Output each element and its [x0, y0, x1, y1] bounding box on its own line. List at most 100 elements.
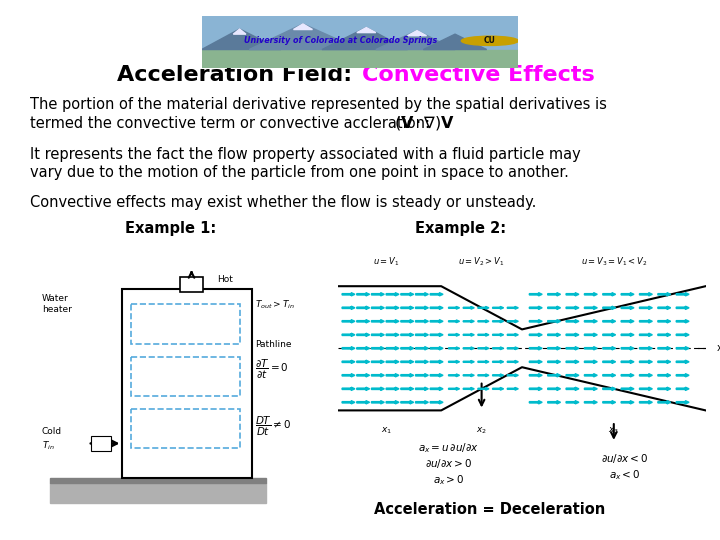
FancyArrow shape — [658, 374, 671, 377]
FancyArrow shape — [431, 387, 443, 390]
FancyArrow shape — [585, 374, 598, 377]
FancyArrow shape — [478, 347, 489, 350]
Bar — [122, 289, 252, 478]
Text: Example 1:: Example 1: — [125, 220, 216, 235]
FancyArrow shape — [676, 374, 689, 377]
FancyArrow shape — [357, 387, 369, 390]
Polygon shape — [376, 31, 455, 50]
FancyArrow shape — [431, 374, 443, 377]
FancyArrow shape — [431, 293, 443, 296]
FancyArrow shape — [415, 401, 428, 404]
FancyArrow shape — [431, 320, 443, 323]
Text: $a_x < 0$: $a_x < 0$ — [609, 468, 641, 482]
FancyArrow shape — [621, 360, 634, 363]
FancyArrow shape — [386, 347, 399, 350]
Text: Convective effects may exist whether the flow is steady or unsteady.: Convective effects may exist whether the… — [30, 195, 536, 211]
FancyArrow shape — [566, 401, 579, 404]
Text: $(\mathbf{V} \cdot \nabla)\mathbf{V}$: $(\mathbf{V} \cdot \nabla)\mathbf{V}$ — [394, 114, 455, 132]
Bar — [91, 436, 111, 451]
FancyArrow shape — [401, 401, 414, 404]
Text: $u = V_3 = V_1 < V_2$: $u = V_3 = V_1 < V_2$ — [580, 255, 647, 268]
FancyArrow shape — [529, 360, 542, 363]
FancyArrow shape — [585, 360, 598, 363]
FancyArrow shape — [658, 347, 671, 350]
Text: The portion of the material derivative represented by the spatial derivatives is: The portion of the material derivative r… — [30, 98, 607, 112]
FancyArrow shape — [386, 320, 399, 323]
FancyArrow shape — [372, 306, 384, 309]
Text: $a_x = u\,\partial u/\partial x$: $a_x = u\,\partial u/\partial x$ — [418, 441, 479, 455]
FancyArrow shape — [639, 347, 652, 350]
FancyArrow shape — [548, 387, 561, 390]
FancyArrow shape — [658, 401, 671, 404]
FancyArrow shape — [463, 333, 474, 336]
FancyArrow shape — [529, 333, 542, 336]
FancyArrow shape — [386, 387, 399, 390]
Bar — [50, 478, 266, 483]
Polygon shape — [249, 24, 360, 50]
FancyArrow shape — [548, 320, 561, 323]
FancyArrow shape — [401, 374, 414, 377]
FancyArrow shape — [372, 360, 384, 363]
Text: It represents the fact the flow property associated with a fluid particle may: It represents the fact the flow property… — [30, 147, 581, 163]
FancyArrow shape — [372, 387, 384, 390]
FancyArrow shape — [621, 401, 634, 404]
FancyArrow shape — [492, 347, 504, 350]
FancyArrow shape — [529, 347, 542, 350]
FancyArrow shape — [621, 333, 634, 336]
FancyArrow shape — [566, 374, 579, 377]
FancyArrow shape — [585, 333, 598, 336]
FancyArrow shape — [478, 374, 489, 377]
FancyArrow shape — [415, 293, 428, 296]
FancyArrow shape — [621, 306, 634, 309]
FancyArrow shape — [639, 401, 652, 404]
FancyArrow shape — [621, 387, 634, 390]
FancyArrow shape — [603, 306, 616, 309]
FancyArrow shape — [676, 320, 689, 323]
FancyArrow shape — [386, 360, 399, 363]
FancyArrow shape — [603, 360, 616, 363]
FancyArrow shape — [449, 320, 459, 323]
FancyArrow shape — [529, 374, 542, 377]
FancyArrow shape — [463, 320, 474, 323]
FancyArrow shape — [342, 401, 355, 404]
FancyArrow shape — [585, 347, 598, 350]
FancyArrow shape — [639, 360, 652, 363]
FancyArrow shape — [676, 401, 689, 404]
Polygon shape — [233, 29, 246, 34]
FancyArrow shape — [529, 320, 542, 323]
Bar — [202, 50, 518, 68]
FancyArrow shape — [508, 388, 518, 390]
FancyArrow shape — [463, 374, 474, 377]
FancyArrow shape — [639, 374, 652, 377]
FancyArrow shape — [357, 347, 369, 350]
Polygon shape — [322, 28, 408, 50]
FancyArrow shape — [386, 401, 399, 404]
FancyArrow shape — [415, 387, 428, 390]
FancyArrow shape — [529, 387, 542, 390]
FancyArrow shape — [401, 306, 414, 309]
FancyArrow shape — [357, 360, 369, 363]
Text: Convective Effects: Convective Effects — [362, 65, 595, 85]
FancyArrow shape — [676, 333, 689, 336]
FancyArrow shape — [676, 347, 689, 350]
Text: Pathline: Pathline — [255, 340, 292, 349]
FancyArrow shape — [603, 333, 616, 336]
FancyArrow shape — [386, 333, 399, 336]
FancyArrow shape — [415, 333, 428, 336]
FancyArrow shape — [603, 320, 616, 323]
FancyArrow shape — [585, 387, 598, 390]
FancyArrow shape — [415, 320, 428, 323]
Text: $\partial u/\partial x < 0$: $\partial u/\partial x < 0$ — [601, 451, 649, 465]
FancyArrow shape — [639, 306, 652, 309]
Text: $\partial u/\partial x > 0$: $\partial u/\partial x > 0$ — [425, 457, 472, 470]
FancyArrow shape — [415, 347, 428, 350]
Polygon shape — [294, 24, 312, 30]
FancyArrow shape — [342, 293, 355, 296]
FancyArrow shape — [508, 361, 518, 363]
FancyArrow shape — [566, 347, 579, 350]
FancyArrow shape — [585, 401, 598, 404]
FancyArrow shape — [415, 360, 428, 363]
FancyArrow shape — [529, 401, 542, 404]
FancyArrow shape — [431, 401, 443, 404]
FancyArrow shape — [639, 293, 652, 296]
